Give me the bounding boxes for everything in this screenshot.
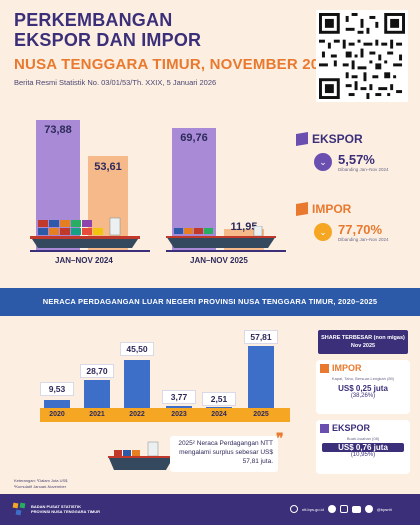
value-impor-2025: 11,95: [230, 221, 258, 233]
section-banner: [0, 288, 420, 316]
page-title: PERKEMBANGAN EKSPOR DAN IMPOR: [14, 10, 201, 50]
down-arrow-icon: ⌄: [314, 153, 332, 171]
cube-icon: [320, 423, 329, 433]
website-link[interactable]: ntt.bps.go.id: [302, 506, 324, 512]
bar-2022: [124, 360, 150, 410]
title-line-3: NUSA TENGGARA TIMUR, NOVEMBER 2025: [14, 56, 337, 73]
year-2021: 2021: [89, 411, 105, 418]
quote-icon: ❞: [276, 430, 284, 446]
bar-2021: [84, 380, 110, 410]
year-2023: 2023: [171, 411, 187, 418]
share-impor-desc: Kapal, Tahu, Bersuar-Lengkah (89): [331, 376, 395, 381]
ekspor-impor-chart: 73,88 53,61 JAN–NOV 2024 69,76 11,95 JAN…: [0, 104, 300, 284]
share-ekspor-label: EKSPOR: [332, 423, 371, 433]
social-handle[interactable]: @bpsntt: [376, 506, 392, 512]
year-2020: 2020: [49, 411, 65, 418]
baseline-2024: [30, 250, 150, 252]
period-2025: JAN–NOV 2025: [190, 256, 248, 265]
impor-stat: IMPOR ⌄ 77,70% Dibanding Jan–Nov 2024: [296, 201, 416, 242]
keterangan-2: ²Kumulatif Januari-November: [14, 484, 67, 489]
footer: [0, 494, 420, 525]
share-ekspor-value: US$ 0,76 juta: [322, 443, 404, 452]
surplus-note: 2025² Neraca Perdagangan NTT mengalami s…: [170, 436, 278, 472]
share-impor-card: IMPOR Kapal, Tahu, Bersuar-Lengkah (89) …: [316, 360, 410, 414]
title-line-2: EKSPOR DAN IMPOR: [14, 30, 202, 50]
keterangan: Keterangan: ¹Dalam Juta US$ ²Kumulatif J…: [14, 478, 67, 490]
ekspor-stat: EKSPOR ⌄ 5,57% Dibanding Jan–Nov 2024: [296, 131, 416, 172]
share-ekspor-pct: (10,95%): [350, 452, 376, 458]
cargo-ship-icon: [30, 217, 140, 248]
share-impor-pct: (38,26%): [350, 393, 376, 399]
label-2022: 45,50: [120, 342, 154, 356]
release-info: Berita Resmi Statistik No. 03/01/53/Th. …: [14, 78, 217, 87]
value-ekspor-2025: 69,76: [180, 132, 208, 144]
bar-2025: [248, 346, 274, 410]
footer-links: ntt.bps.go.id @bpsntt: [290, 505, 392, 513]
facebook-icon[interactable]: [327, 505, 336, 513]
baseline-2025: [166, 250, 286, 252]
down-arrow-icon: ⌄: [314, 223, 332, 241]
label-2020: 9,53: [40, 382, 74, 396]
label-2023: 3,77: [162, 390, 196, 404]
bps-logo: BADAN PUSAT STATISTIK PROVINSI NUSA TENG…: [12, 502, 100, 516]
share-ekspor-desc: Buah-buahan (08): [346, 436, 380, 441]
qr-code-icon[interactable]: [316, 10, 408, 102]
ekspor-label: EKSPOR: [312, 132, 363, 146]
share-title: SHARE TERBESAR (non migas) Nov 2025: [318, 330, 408, 354]
cube-icon: [320, 363, 329, 373]
share-impor-value: US$ 0,25 juta: [338, 384, 388, 393]
year-2022: 2022: [129, 411, 145, 418]
label-2025: 57,81: [244, 330, 278, 344]
page-subtitle-region: NUSA TENGGARA TIMUR, NOVEMBER 20251: [14, 56, 341, 73]
share-impor-label: IMPOR: [332, 363, 362, 373]
title-line-1: PERKEMBANGAN: [14, 10, 173, 30]
agency-province: PROVINSI NUSA TENGGARA TIMUR: [31, 509, 101, 514]
instagram-icon[interactable]: [339, 505, 348, 513]
label-2024: 2,51: [202, 392, 236, 406]
ekspor-pct: 5,57%: [338, 152, 375, 167]
cube-icon: [296, 131, 308, 147]
keterangan-1: Keterangan: ¹Dalam Juta US$: [14, 478, 68, 483]
value-impor-2024: 53,61: [94, 161, 122, 173]
bps-logo-icon: [12, 502, 26, 516]
qr-graphic: [319, 13, 405, 99]
ekspor-compare: Dibanding Jan–Nov 2024: [338, 167, 389, 172]
value-ekspor-2024: 73,88: [44, 124, 72, 136]
cargo-ship-2025-icon: [166, 226, 276, 248]
year-2024: 2024: [211, 411, 227, 418]
yearly-chart: 9,53 28,70 45,50 3,77 2,51 57,81: [0, 320, 310, 420]
globe-icon[interactable]: [290, 505, 298, 513]
impor-compare: Dibanding Jan–Nov 2024: [338, 237, 389, 242]
ship-icon: [108, 441, 174, 470]
bar-2020: [44, 400, 70, 410]
period-2024: JAN–NOV 2024: [55, 256, 113, 265]
twitter-icon[interactable]: [364, 505, 373, 513]
cube-icon: [296, 201, 308, 217]
youtube-icon[interactable]: [351, 505, 361, 513]
impor-pct: 77,70%: [338, 222, 383, 237]
share-ekspor-card: EKSPOR Buah-buahan (08) US$ 0,76 juta (1…: [316, 420, 410, 474]
impor-label: IMPOR: [312, 202, 352, 216]
year-axis: [40, 408, 290, 422]
label-2021: 28,70: [80, 364, 114, 378]
year-2025: 2025: [253, 411, 269, 418]
agency-name: BADAN PUSAT STATISTIK: [31, 504, 81, 509]
banner-title: NERACA PERDAGANGAN LUAR NEGERI PROVINSI …: [42, 297, 378, 306]
